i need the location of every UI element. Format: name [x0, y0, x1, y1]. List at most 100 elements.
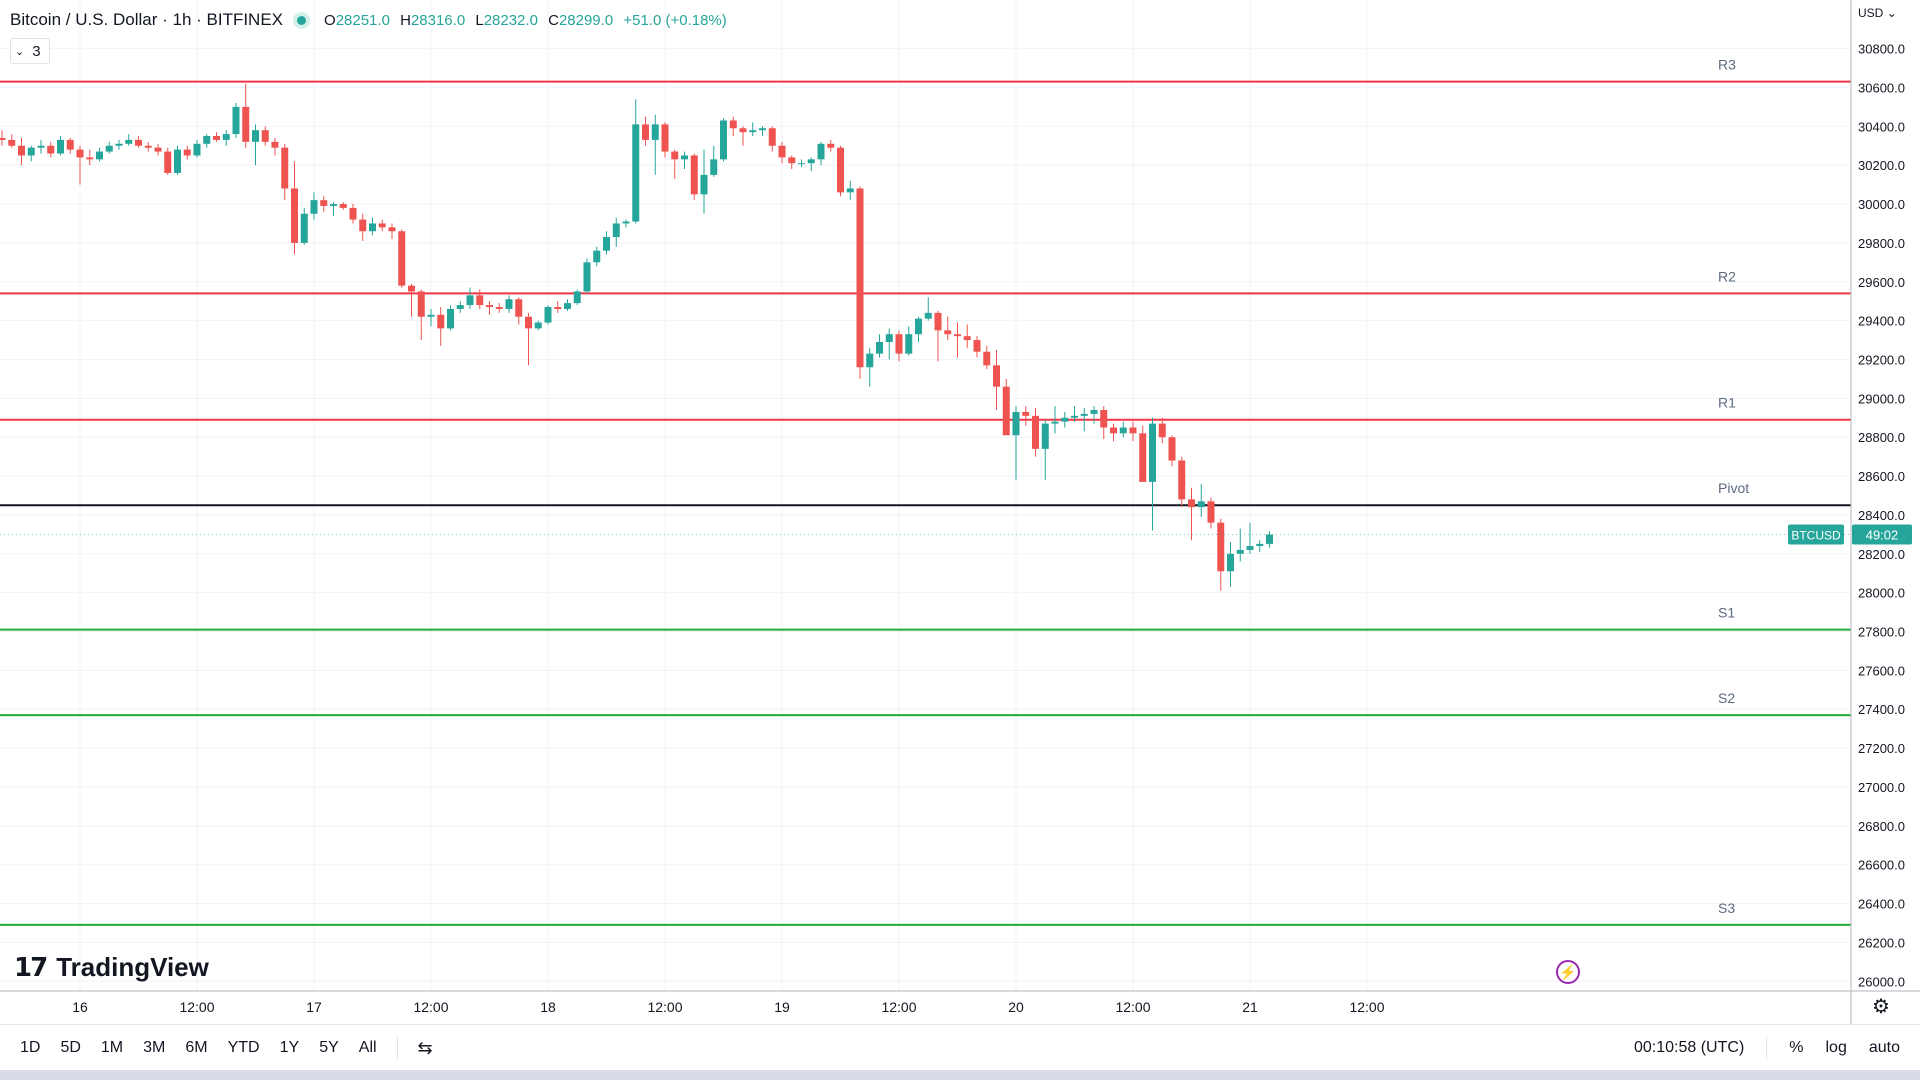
y-tick-label: 29000.0 — [1858, 391, 1905, 406]
candle-body — [778, 145, 786, 158]
lightning-icon[interactable]: ⚡ — [1556, 960, 1580, 984]
indicators-count: 3 — [32, 42, 41, 60]
candle-body — [632, 124, 640, 222]
bottom-right-controls: 00:10:58 (UTC) % log auto — [1634, 1025, 1900, 1071]
candle-body — [96, 151, 103, 160]
x-tick-label: 12:00 — [413, 999, 448, 1015]
candle-body — [963, 336, 971, 341]
candle-body — [895, 334, 903, 354]
candle-body — [866, 353, 874, 368]
candle-body — [1051, 421, 1059, 424]
log-toggle[interactable]: log — [1825, 1039, 1847, 1056]
candle-body — [359, 219, 367, 232]
range-5d[interactable]: 5D — [60, 1039, 81, 1056]
y-tick-label: 27400.0 — [1858, 702, 1905, 717]
candle-body — [1149, 423, 1156, 482]
ohlc-values: O28251.0 H28316.0 L28232.0 C28299.0 +51.… — [324, 12, 727, 29]
gear-icon[interactable]: ⚙ — [1872, 996, 1890, 1018]
auto-toggle[interactable]: auto — [1868, 1039, 1900, 1056]
date-range-icon[interactable]: ⇆ — [417, 1037, 433, 1058]
y-tick-label: 29200.0 — [1858, 352, 1905, 367]
candle-body — [807, 159, 815, 164]
candle-body — [1080, 413, 1088, 416]
candle-body — [915, 318, 922, 335]
range-5y[interactable]: 5Y — [319, 1039, 339, 1056]
candle-body — [76, 149, 84, 158]
range-3m[interactable]: 3M — [143, 1039, 166, 1056]
candle-body — [1236, 549, 1244, 554]
y-tick-label: 28200.0 — [1858, 547, 1905, 562]
candle-body — [544, 307, 552, 323]
level-label-r2: R2 — [1718, 268, 1736, 284]
candle-body — [203, 136, 211, 144]
range-all[interactable]: All — [358, 1039, 377, 1056]
candle-body — [768, 128, 776, 146]
x-tick-label: 16 — [72, 999, 88, 1015]
range-6m[interactable]: 6M — [185, 1039, 208, 1056]
candle-body — [349, 207, 357, 220]
candle-body — [271, 141, 279, 148]
candle-body — [1061, 417, 1069, 422]
candle-body — [213, 136, 220, 140]
candle-body — [183, 149, 191, 156]
candle-body — [1071, 415, 1078, 418]
range-1d[interactable]: 1D — [20, 1039, 41, 1056]
candle-body — [486, 305, 493, 308]
candle-body — [690, 155, 698, 195]
candle-body — [710, 159, 718, 175]
candle-body — [720, 120, 727, 160]
candle-body — [983, 351, 991, 366]
candle-body — [798, 163, 805, 165]
candle-body — [505, 299, 513, 309]
x-tick-label: 12:00 — [179, 999, 214, 1015]
y-tick-label: 28000.0 — [1858, 586, 1905, 601]
candle-body — [817, 143, 825, 160]
candle-body — [1227, 553, 1234, 572]
candle-body — [339, 204, 347, 208]
candle-body — [1139, 433, 1147, 482]
y-tick-label: 29600.0 — [1858, 275, 1905, 290]
candle-body — [993, 365, 1000, 387]
utc-clock[interactable]: 00:10:58 (UTC) — [1634, 1039, 1745, 1056]
candle-body — [408, 285, 415, 292]
range-1y[interactable]: 1Y — [279, 1039, 300, 1056]
candle-body — [583, 262, 591, 292]
candle-body — [515, 299, 523, 317]
currency-selector[interactable]: USD ⌄ — [1858, 6, 1897, 20]
candle-body — [573, 291, 581, 304]
candle-body — [564, 303, 571, 309]
candle-body — [593, 250, 601, 263]
candle-body — [1129, 427, 1137, 434]
candle-body — [388, 227, 396, 232]
chevron-down-icon: ⌄ — [1886, 6, 1897, 20]
range-ytd[interactable]: YTD — [227, 1039, 260, 1056]
range-1m[interactable]: 1M — [100, 1039, 124, 1056]
candle-body — [876, 341, 883, 354]
candle-body — [1178, 460, 1186, 500]
y-tick-label: 27000.0 — [1858, 780, 1905, 795]
candle-body — [1158, 423, 1166, 438]
close-label: C — [548, 11, 559, 29]
toolbar-divider — [396, 1037, 398, 1059]
candle-body — [837, 147, 844, 193]
tradingview-logo[interactable]: 17 TradingView — [14, 952, 209, 983]
y-tick-label: 27200.0 — [1858, 741, 1905, 756]
symbol-title[interactable]: Bitcoin / U.S. Dollar · 1h · BITFINEX — [10, 10, 284, 29]
candle-body — [242, 106, 250, 142]
candle-body — [154, 147, 162, 152]
candle-body — [1197, 501, 1205, 508]
candle-body — [291, 188, 298, 243]
symbol-legend[interactable]: Bitcoin / U.S. Dollar · 1h · BITFINEX O2… — [10, 10, 727, 30]
tradingview-logo-icon: 17 — [14, 952, 48, 983]
candle-body — [427, 314, 435, 317]
indicators-toggle[interactable]: ⌄ 3 — [10, 38, 50, 64]
percent-toggle[interactable]: % — [1789, 1039, 1804, 1056]
candle-body — [788, 157, 796, 164]
x-tick-label: 12:00 — [881, 999, 916, 1015]
candle-body — [1012, 411, 1020, 436]
candle-body — [125, 139, 133, 144]
x-tick-label: 12:00 — [647, 999, 682, 1015]
x-tick-label: 18 — [540, 999, 556, 1015]
candle-body — [66, 139, 74, 150]
